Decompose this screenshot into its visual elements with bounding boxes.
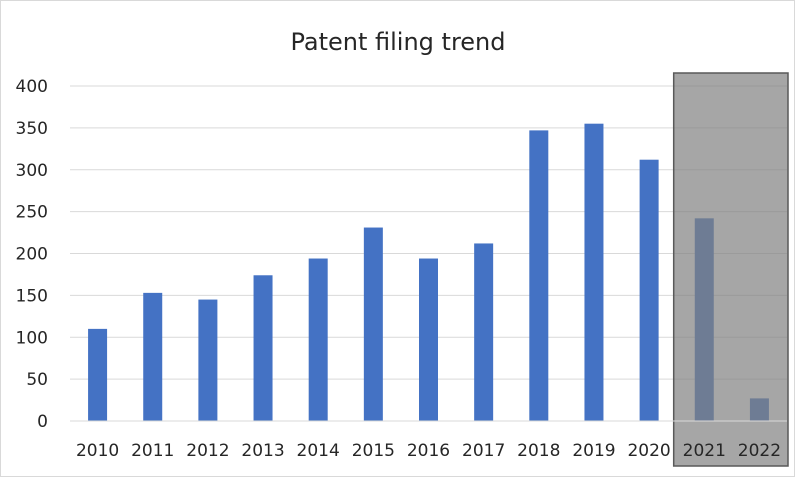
bar-2010: [88, 328, 108, 421]
y-tick-label: 250: [16, 203, 48, 223]
y-tick-label: 200: [16, 245, 48, 265]
y-tick-label: 400: [16, 77, 48, 97]
bar-2019: [584, 123, 604, 421]
x-tick-label: 2018: [517, 441, 560, 461]
bar-2011: [143, 292, 163, 421]
x-tick-label: 2011: [131, 441, 174, 461]
bar-2018: [529, 130, 549, 421]
bars: [88, 123, 769, 421]
y-tick-label: 0: [37, 412, 48, 432]
bar-2014: [308, 258, 328, 421]
x-tick-label: 2016: [407, 441, 450, 461]
bar-2015: [363, 227, 383, 421]
y-tick-label: 300: [16, 161, 48, 181]
x-tick-label: 2010: [76, 441, 119, 461]
x-tick-label: 2015: [352, 441, 395, 461]
x-tick-label: 2017: [462, 441, 505, 461]
x-tick-label: 2021: [683, 441, 726, 461]
axes: 0 50 100 150 200 250 300 350 400 2010 2011 2012 2013…: [16, 77, 787, 461]
chart-title: Patent filing trend: [290, 28, 505, 56]
bar-2017: [474, 243, 494, 421]
bar-2012: [198, 299, 218, 421]
bar-2016: [419, 258, 438, 421]
highlight-region: [672, 72, 789, 467]
x-tick-label: 2014: [297, 441, 340, 461]
x-tick-label: 2019: [572, 441, 615, 461]
x-tick-label: 2013: [241, 441, 284, 461]
bar-2020: [639, 159, 659, 421]
y-tick-label: 50: [26, 370, 48, 390]
x-tick-label: 2012: [186, 441, 229, 461]
x-tick-label: 2022: [738, 441, 781, 461]
bar-2013: [253, 275, 273, 421]
x-tick-label: 2020: [627, 441, 670, 461]
highlight-box: [672, 72, 789, 467]
y-tick-label: 100: [16, 328, 48, 348]
y-tick-label: 150: [16, 286, 48, 306]
y-tick-label: 350: [16, 119, 48, 139]
